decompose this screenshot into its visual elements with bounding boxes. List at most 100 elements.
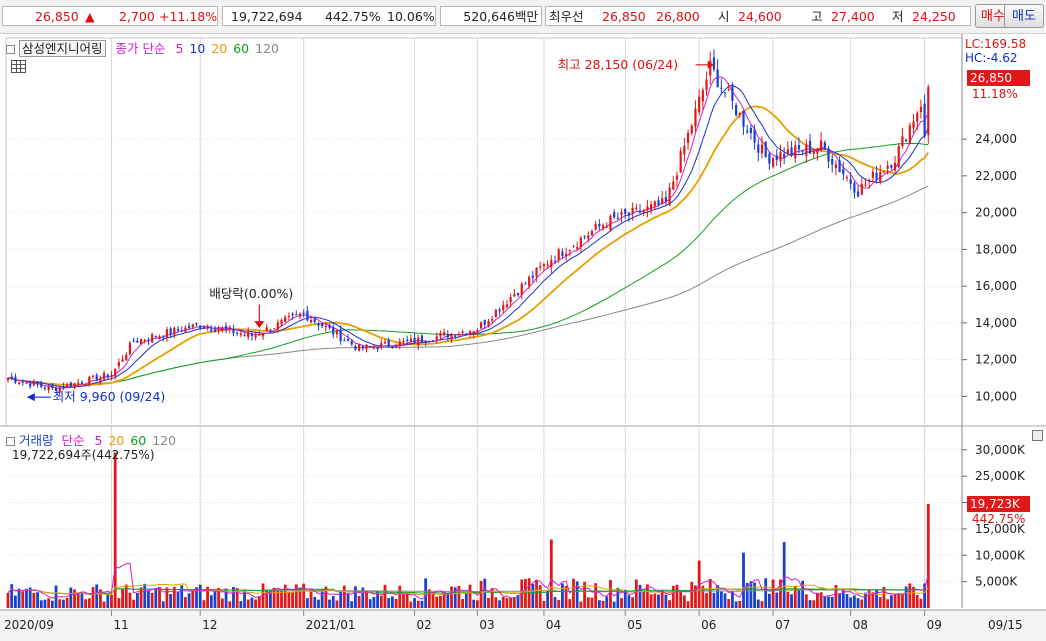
- candle-body: [505, 304, 509, 308]
- candle-body: [727, 89, 730, 91]
- candle-body: [354, 346, 357, 350]
- candle-body: [221, 327, 224, 331]
- volume-bar: [361, 587, 365, 608]
- volume-bar: [738, 600, 742, 608]
- ma-legend-60[interactable]: 60: [233, 41, 250, 56]
- candle-body: [106, 374, 109, 378]
- volume-tick-label: 25,000K: [975, 469, 1026, 483]
- volume-ma-legend-items: 5 20 60 120: [89, 433, 177, 448]
- stock-name[interactable]: 삼성엔지니어링: [19, 40, 106, 57]
- candle-body: [424, 341, 427, 343]
- candle-body: [383, 341, 387, 344]
- ma-legend-20[interactable]: 20: [211, 41, 228, 56]
- volume-bar: [864, 592, 867, 608]
- candle-body: [487, 321, 490, 327]
- date-tick-label: 03: [479, 618, 494, 632]
- volume-bar: [305, 598, 309, 608]
- annotations: 최고 28,150 (06/24) 최저 9,960 (09/24) 배당락(0.0…: [26, 57, 714, 404]
- price-change-cell: 26,850 ▲ 2,700 +11.18%: [2, 6, 218, 26]
- candle-body: [110, 374, 113, 377]
- candle-body: [823, 142, 826, 150]
- volume-bar: [405, 594, 409, 608]
- candle-body: [151, 334, 154, 343]
- ma-legend-60[interactable]: 60: [130, 433, 147, 448]
- candle-body: [868, 179, 871, 182]
- candle-body: [524, 283, 527, 285]
- candle-body: [132, 340, 135, 342]
- ma-legend-120[interactable]: 120: [152, 433, 177, 448]
- candle-body: [454, 335, 457, 337]
- candle-body: [613, 212, 616, 218]
- candle-body: [328, 324, 331, 328]
- candle-body: [273, 328, 276, 330]
- volume-bar: [346, 593, 350, 608]
- volume-bar: [324, 586, 328, 608]
- candle-body: [298, 313, 302, 317]
- ma-legend-20[interactable]: 20: [108, 433, 125, 448]
- candle-body: [173, 327, 176, 335]
- volume-bar: [867, 589, 871, 608]
- volume-bar: [354, 586, 357, 608]
- candle-body: [36, 381, 39, 385]
- date-tick-label: 02: [417, 618, 432, 632]
- volume-bar: [509, 597, 513, 608]
- volume-bar: [590, 597, 594, 608]
- volume-bar: [487, 597, 490, 608]
- price-summary-cell: 최우선 26,850 26,800 시 24,600 고 27,400 저 24…: [545, 6, 971, 26]
- candle-body: [136, 340, 139, 343]
- candle-body: [276, 322, 279, 330]
- candle-body: [350, 341, 353, 345]
- volume-legend-toggle-icon[interactable]: [6, 437, 15, 446]
- volume-bar: [546, 590, 550, 608]
- candle-body: [402, 341, 405, 343]
- volume-bar: [819, 592, 823, 608]
- volume-bar: [313, 596, 317, 608]
- ma-legend-5[interactable]: 5: [94, 433, 103, 448]
- date-axis-bg: [0, 610, 1046, 641]
- legend-toggle-icon[interactable]: [6, 45, 15, 54]
- volume-bar: [675, 584, 679, 608]
- candle-body: [820, 140, 823, 151]
- candle-body: [576, 246, 579, 250]
- table-icon[interactable]: [11, 60, 26, 73]
- volume-bar: [254, 599, 258, 608]
- volume-bar: [309, 589, 313, 608]
- volume-bar: [697, 560, 701, 608]
- ma-legend-5[interactable]: 5: [175, 41, 184, 56]
- lc-label: LC:169.58: [965, 37, 1027, 51]
- volume-bar: [147, 590, 150, 608]
- candle-body: [128, 342, 132, 355]
- sell-button[interactable]: 매도: [1004, 4, 1044, 28]
- candle-body: [749, 127, 752, 134]
- panel-minimize-icon[interactable]: [1032, 430, 1043, 441]
- ma-legend-10[interactable]: 10: [189, 41, 206, 56]
- candle-body: [712, 57, 716, 70]
- candle-body: [539, 266, 542, 268]
- volume-bar: [664, 594, 668, 608]
- price-tick-label: 18,000: [975, 242, 1017, 256]
- candle-body: [102, 372, 106, 380]
- candle-body: [605, 226, 608, 228]
- date-tick-label: 09: [927, 618, 942, 632]
- date-axis-labels: 2020/09 11 12 2021/01 02 03 04 05 06 07 08 09 09/15: [4, 618, 1023, 632]
- candle-body: [590, 231, 594, 236]
- volume-bar: [398, 585, 402, 608]
- ma-legend-120[interactable]: 120: [255, 41, 279, 56]
- volume-bar: [357, 595, 361, 608]
- candle-body: [191, 324, 194, 328]
- candle-body: [842, 169, 845, 175]
- candle-body: [509, 297, 512, 302]
- candle-body: [25, 382, 28, 384]
- chart-canvas[interactable]: 10,000 12,000 14,000 16,000 18,000 20,000 22,0…: [0, 34, 1046, 641]
- candle-body: [258, 334, 261, 336]
- candle-body: [598, 223, 601, 227]
- candle-body: [916, 112, 919, 122]
- volume-bar: [516, 595, 520, 608]
- volume-bar: [708, 578, 712, 608]
- candle-body: [176, 329, 180, 331]
- candle-body: [794, 145, 797, 159]
- candle-body: [831, 158, 834, 165]
- volume-bar: [69, 587, 73, 608]
- candle-body: [14, 376, 17, 383]
- candle-body: [195, 322, 198, 325]
